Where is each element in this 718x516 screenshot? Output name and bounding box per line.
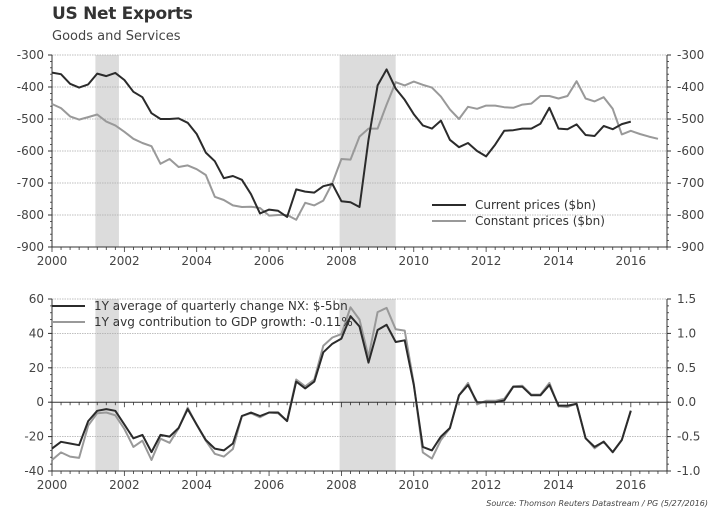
legend-label: 1Y avg contribution to GDP growth: -0.11…: [94, 315, 353, 329]
y-tick-label-right: -600: [677, 144, 704, 158]
y-tick-label-right: -700: [677, 176, 704, 190]
recession-band: [95, 299, 119, 471]
y-tick-label-right: -500: [677, 112, 704, 126]
y-tick-label-left: 20: [29, 361, 44, 375]
chart-panel-2: 60 1.5 40 1.0 20 0.5 0 0.0 -20 -0.5 -40 -1.0 2000 200…: [24, 292, 700, 492]
series-line-primary: [51, 315, 632, 454]
y-tick-label-right: -800: [677, 208, 704, 222]
y-tick-label-left: -700: [17, 176, 44, 190]
x-tick-label: 2002: [109, 478, 140, 492]
y-tick-label-right: -400: [677, 80, 704, 94]
y-tick-label-right: -0.5: [677, 430, 700, 444]
y-tick-label-left: -900: [17, 240, 44, 254]
source-note: Source: Thomson Reuters Datastream / PG …: [486, 499, 708, 508]
y-tick-label-right: -900: [677, 240, 704, 254]
x-tick-label: 2014: [543, 254, 574, 268]
y-tick-label-right: 1.0: [677, 326, 696, 340]
y-tick-label-left: -600: [17, 144, 44, 158]
y-tick-label-left: 60: [29, 292, 44, 306]
y-tick-label-left: -400: [17, 80, 44, 94]
legend-label: Constant prices ($bn): [475, 214, 605, 228]
x-tick-label: 2010: [398, 254, 429, 268]
legend-label: Current prices ($bn): [475, 198, 596, 212]
y-tick-label-left: 40: [29, 326, 44, 340]
x-tick-label: 2000: [37, 478, 68, 492]
y-tick-label-right: -300: [677, 48, 704, 62]
x-tick-label: 2016: [616, 254, 647, 268]
y-tick-label-left: -300: [17, 48, 44, 62]
recession-band: [339, 299, 396, 471]
x-tick-label: 2014: [543, 478, 574, 492]
x-tick-label: 2006: [254, 478, 285, 492]
x-tick-label: 2012: [471, 254, 502, 268]
y-tick-label-right: -1.0: [677, 464, 700, 478]
x-tick-label: 2008: [326, 478, 357, 492]
x-tick-label: 2004: [181, 254, 212, 268]
x-tick-label: 2012: [471, 478, 502, 492]
y-tick-label-left: 0: [36, 395, 44, 409]
x-tick-label: 2006: [254, 254, 285, 268]
x-tick-label: 2004: [181, 478, 212, 492]
chart-title: US Net Exports: [52, 4, 193, 24]
chart-panel-1: -300 -300 -400 -400 -500 -500 -600 -600 -700 -700…: [17, 48, 704, 268]
x-tick-label: 2002: [109, 254, 140, 268]
x-tick-label: 2008: [326, 254, 357, 268]
y-tick-label-left: -20: [24, 430, 44, 444]
series-line-secondary: [51, 80, 659, 221]
y-tick-label-right: 1.5: [677, 292, 696, 306]
series-line-primary: [51, 68, 632, 218]
y-tick-label-left: -40: [24, 464, 44, 478]
x-tick-label: 2000: [37, 254, 68, 268]
legend-label: 1Y average of quarterly change NX: $-5bn: [94, 299, 348, 313]
y-tick-label-left: -500: [17, 112, 44, 126]
chart-subtitle: Goods and Services: [52, 29, 181, 44]
x-tick-label: 2016: [616, 478, 647, 492]
x-tick-label: 2010: [398, 478, 429, 492]
y-tick-label-right: 0.0: [677, 395, 696, 409]
y-tick-label-left: -800: [17, 208, 44, 222]
y-tick-label-right: 0.5: [677, 361, 696, 375]
